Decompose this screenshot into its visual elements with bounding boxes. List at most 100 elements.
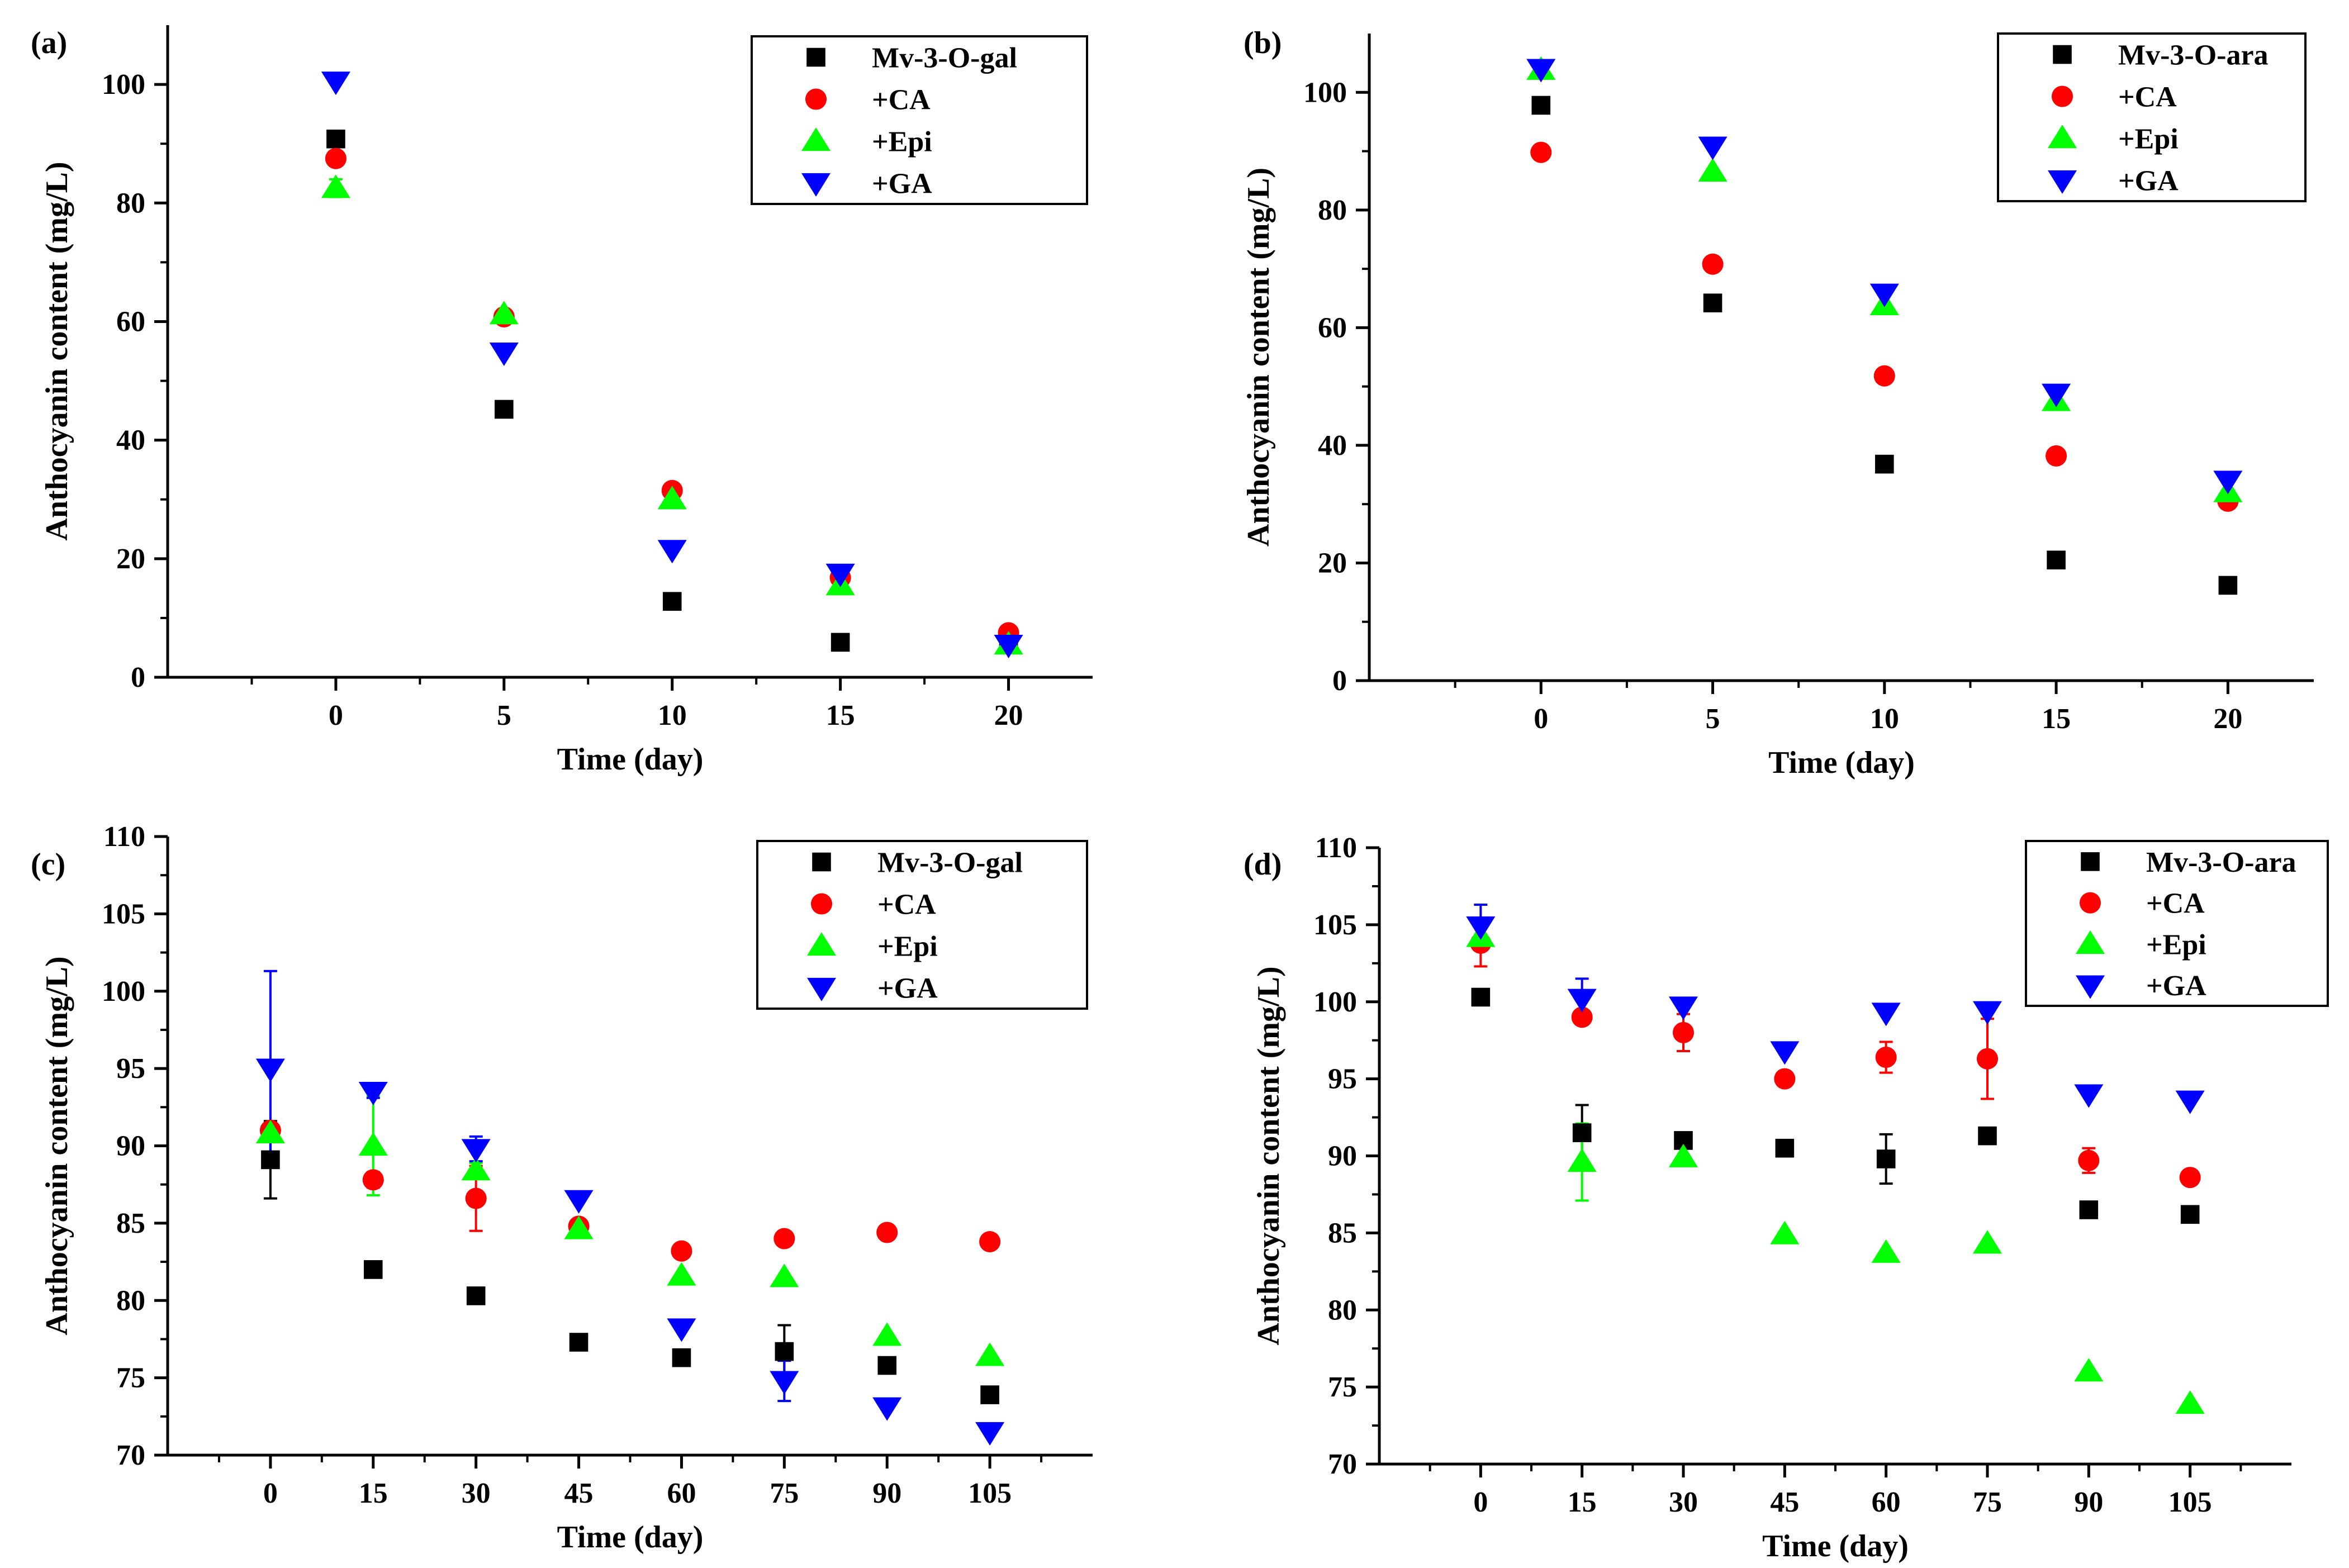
panel-label: (a)	[31, 26, 67, 60]
legend-box	[1997, 32, 2307, 202]
legend-marker	[2075, 930, 2105, 954]
chart-panel-d: 70 75 80 85 90 95 100 105 110 0 15 30 45 60 75 90 105 Tim…	[1244, 832, 2329, 1564]
x-tick-label: 45	[1770, 1486, 1799, 1518]
data-point-triangle-down	[1567, 989, 1597, 1013]
y-tick-label: 100	[1313, 986, 1357, 1018]
y-tick-label: 80	[1318, 194, 1347, 226]
data-point-square	[2218, 576, 2238, 595]
y-tick-label: 95	[1328, 1063, 1357, 1095]
data-point-triangle-up	[1972, 1230, 2002, 1254]
x-tick-label: 0	[329, 700, 343, 731]
data-point-square	[2079, 1200, 2099, 1219]
data-point-triangle-up	[770, 1263, 799, 1287]
data-point-circle	[1774, 1068, 1796, 1090]
legend-marker	[806, 47, 825, 67]
data-point-square	[980, 1385, 999, 1404]
y-tick-label: 20	[116, 543, 145, 575]
data-point-triangle-down	[1526, 59, 1556, 83]
x-tick-label: 15	[359, 1477, 388, 1509]
data-point-square	[495, 400, 514, 419]
chart-panel-c: 70 75 80 85 90 95 100 105 110 0 15 30 45 60 75 90 105 Tim…	[31, 821, 1093, 1555]
data-point-triangle-down	[1871, 1002, 1901, 1027]
data-point-triangle-up	[564, 1215, 594, 1239]
y-tick-label: 75	[1328, 1371, 1357, 1403]
data-point-square	[775, 1342, 794, 1361]
data-point-square	[569, 1333, 589, 1352]
data-point-circle	[2078, 1149, 2100, 1171]
data-point-square	[363, 1260, 383, 1279]
data-point-triangle-up	[872, 1322, 902, 1346]
data-point-triangle-up	[1567, 1148, 1597, 1172]
x-tick-label: 5	[1706, 703, 1720, 735]
x-tick-label: 90	[2074, 1486, 2103, 1518]
data-point-triangle-down	[358, 1081, 388, 1105]
x-axis-label: Time (day)	[1768, 745, 1915, 780]
y-tick-label: 40	[116, 425, 145, 457]
data-point-triangle-down	[1466, 916, 1496, 940]
data-point-square	[1703, 293, 1722, 312]
data-point-triangle-up	[2074, 1358, 2104, 1382]
legend-marker	[2053, 45, 2072, 64]
data-point-triangle-up	[975, 1342, 1005, 1366]
data-point-triangle-down	[1972, 1001, 2002, 1025]
data-point-triangle-down	[825, 563, 855, 587]
y-tick-label: 80	[116, 187, 145, 219]
y-tick-label: 70	[116, 1439, 145, 1471]
legend-label: +Epi	[2118, 123, 2179, 155]
y-tick-label: 80	[1328, 1294, 1357, 1326]
data-point-triangle-down	[667, 1318, 696, 1342]
legend-marker	[806, 932, 837, 956]
y-axis-label: Anthocyanin content (mg/L)	[40, 956, 74, 1335]
data-point-triangle-up	[358, 1132, 388, 1156]
legend-marker	[2075, 975, 2105, 999]
data-point-circle	[1702, 253, 1724, 275]
data-point-triangle-up	[489, 301, 519, 325]
legend-label: +CA	[877, 889, 936, 921]
data-point-triangle-up	[667, 1262, 696, 1286]
y-tick-label: 85	[116, 1208, 145, 1239]
x-tick-label: 30	[462, 1477, 491, 1509]
data-point-triangle-down	[2175, 1090, 2205, 1114]
y-tick-label: 95	[116, 1053, 145, 1085]
data-point-circle	[465, 1187, 487, 1209]
x-tick-label: 105	[2168, 1486, 2212, 1518]
data-point-square	[1572, 1123, 1592, 1142]
x-tick-label: 0	[1534, 703, 1548, 735]
data-point-triangle-up	[321, 174, 350, 198]
panel-label: (d)	[1244, 847, 1282, 882]
x-tick-label: 75	[770, 1477, 799, 1509]
legend-label: +GA	[2146, 970, 2206, 1002]
y-tick-label: 110	[1315, 832, 1357, 864]
data-point-triangle-up	[1770, 1220, 1800, 1244]
data-point-square	[662, 592, 682, 611]
data-point-circle	[1672, 1021, 1695, 1043]
data-point-square	[1978, 1126, 1997, 1146]
x-tick-label: 0	[1473, 1486, 1488, 1518]
legend-label: +GA	[2118, 165, 2179, 197]
legend-marker	[2081, 852, 2100, 871]
y-tick-label: 40	[1318, 430, 1347, 462]
y-tick-label: 105	[1313, 909, 1357, 941]
x-axis-label: Time (day)	[557, 742, 704, 777]
data-point-circle	[362, 1169, 384, 1191]
data-point-square	[1875, 454, 1894, 474]
data-point-square	[672, 1348, 691, 1367]
data-point-triangle-down	[770, 1371, 799, 1395]
data-point-square	[466, 1286, 486, 1305]
legend-marker	[810, 893, 833, 915]
data-point-triangle-up	[1871, 1239, 1901, 1263]
data-point-triangle-down	[1668, 996, 1698, 1020]
data-point-circle	[1530, 141, 1552, 163]
data-point-circle	[1873, 365, 1895, 387]
x-tick-label: 5	[497, 700, 511, 731]
data-point-triangle-down	[461, 1139, 491, 1163]
y-tick-label: 75	[116, 1362, 145, 1394]
x-tick-label: 20	[994, 700, 1023, 731]
x-tick-label: 60	[667, 1477, 696, 1509]
data-point-triangle-down	[872, 1397, 902, 1421]
x-tick-label: 105	[968, 1477, 1012, 1509]
legend-label: Mv-3-O-ara	[2146, 847, 2296, 878]
data-point-circle	[773, 1228, 795, 1249]
data-point-triangle-down	[255, 1058, 285, 1082]
